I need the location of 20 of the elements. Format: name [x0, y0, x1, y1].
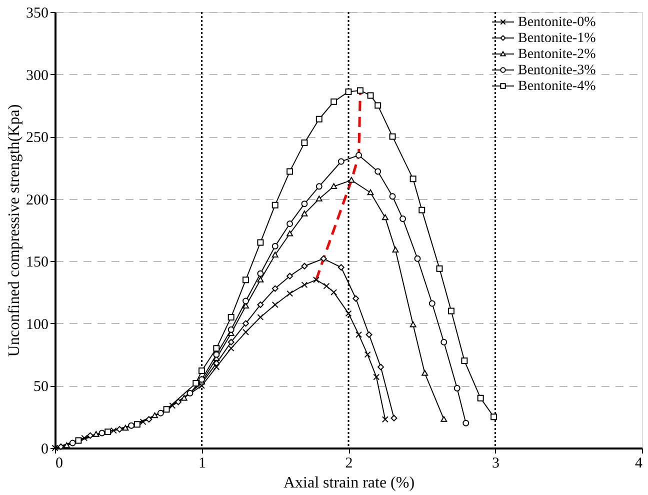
- x-tick-label: 2: [345, 456, 353, 472]
- y-tick-label: 150: [26, 254, 48, 271]
- x-tick-label: 4: [635, 456, 643, 472]
- y-axis-title: Unconfined compressive strength(Kpa): [6, 104, 23, 357]
- y-tick-label: 0: [41, 442, 48, 458]
- x-tick-label: 0: [56, 456, 63, 472]
- legend-label: Bentonite-1%: [518, 31, 596, 46]
- x-axis-title: Axial strain rate (%): [283, 474, 415, 492]
- legend-label: Bentonite-2%: [518, 47, 596, 62]
- y-tick-label: 50: [34, 379, 48, 396]
- y-tick-label: 300: [26, 68, 48, 84]
- legend-label: Bentonite-4%: [518, 79, 596, 94]
- y-tick-label: 350: [26, 6, 48, 22]
- legend-label: Bentonite-0%: [518, 15, 596, 30]
- y-tick-label: 100: [26, 316, 48, 333]
- y-tick-label: 200: [26, 192, 48, 208]
- x-tick-label: 3: [492, 456, 500, 472]
- x-tick-label: 1: [198, 456, 206, 472]
- y-tick-label: 250: [26, 130, 48, 146]
- legend-label: Bentonite-3%: [518, 63, 596, 78]
